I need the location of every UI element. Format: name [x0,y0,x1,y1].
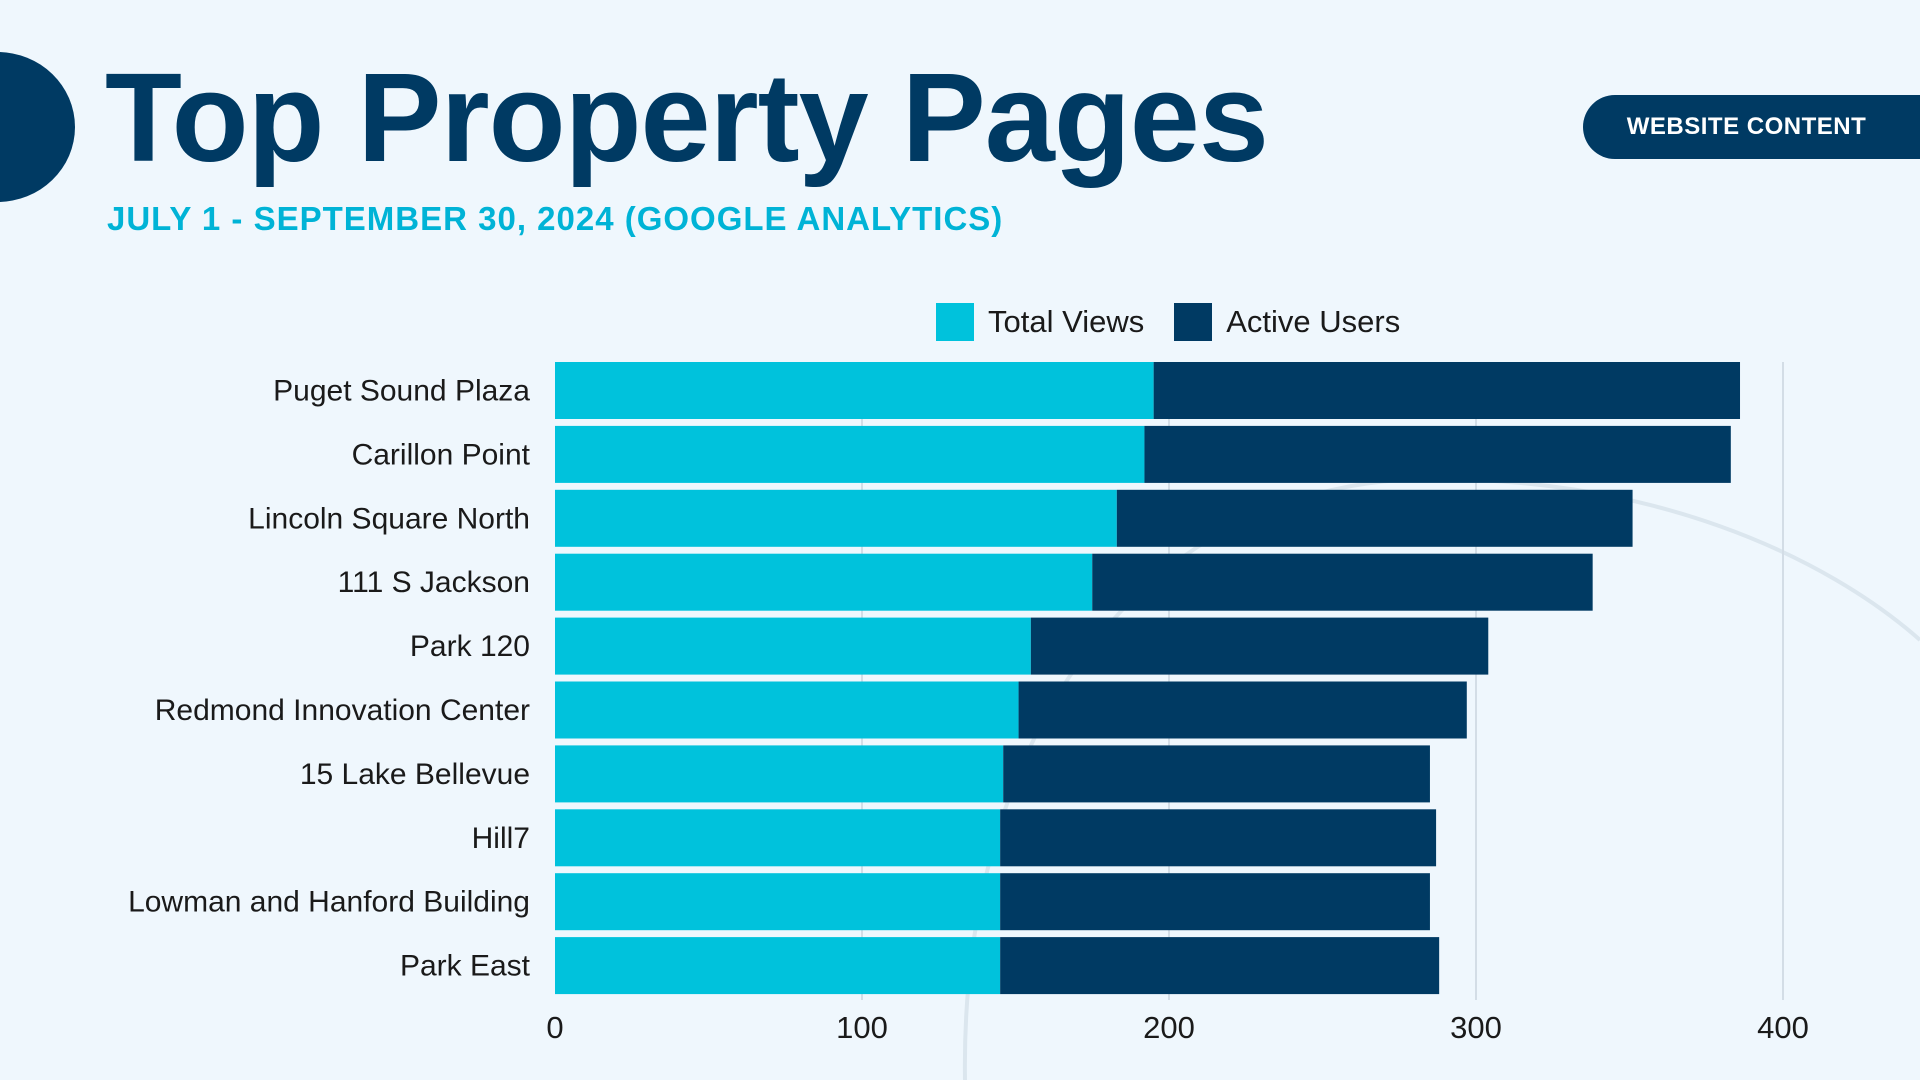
bar-total-views [555,873,1001,931]
x-tick-label: 200 [1143,1010,1195,1045]
bar-total-views [555,681,1019,739]
bar-active-users [1144,425,1731,483]
bar-total-views [555,937,1001,995]
category-label: 111 S Jackson [338,566,530,599]
category-label: Carillon Point [352,438,531,471]
section-badge: WEBSITE CONTENT [1583,95,1920,159]
category-label: Hill7 [472,822,530,855]
bar-active-users [1030,617,1489,675]
category-label: Puget Sound Plaza [273,375,530,408]
bar-active-users [1092,553,1593,611]
x-tick-label: 300 [1450,1010,1502,1045]
bar-total-views [555,362,1154,419]
page-subtitle: JULY 1 - SEPTEMBER 30, 2024 (GOOGLE ANAL… [107,200,1004,237]
chart-legend: Total Views Active Users [936,303,1430,341]
bar-total-views [555,553,1093,611]
legend-label-total-views: Total Views [988,304,1145,339]
bar-total-views [555,745,1004,803]
category-label: Park East [400,950,531,983]
bar-active-users [1116,489,1633,547]
category-label: Lincoln Square North [248,502,530,535]
category-label: Park 120 [410,630,530,663]
bar-active-users [1000,873,1430,931]
page-title: Top Property Pages [105,47,1269,188]
x-tick-label: 0 [546,1010,563,1045]
bar-total-views [555,809,1001,867]
bar-total-views [555,489,1117,547]
bar-active-users [1018,681,1467,739]
bar-total-views [555,617,1031,675]
legend-label-active-users: Active Users [1226,304,1401,339]
legend-swatch-total-views [936,303,974,341]
bar-active-users [1153,362,1741,419]
legend-item-total-views: Total Views [936,303,1144,341]
bar-active-users [1000,809,1437,867]
legend-swatch-active-users [1174,303,1213,341]
category-label: 15 Lake Bellevue [300,758,530,791]
category-label: Redmond Innovation Center [155,694,530,727]
bar-active-users [1003,745,1430,803]
legend-item-active-users: Active Users [1174,303,1400,341]
bar-total-views [555,425,1145,483]
category-label: Lowman and Hanford Building [128,886,530,919]
x-tick-label: 400 [1757,1010,1809,1045]
x-tick-label: 100 [836,1010,888,1045]
bar-active-users [1000,937,1440,995]
